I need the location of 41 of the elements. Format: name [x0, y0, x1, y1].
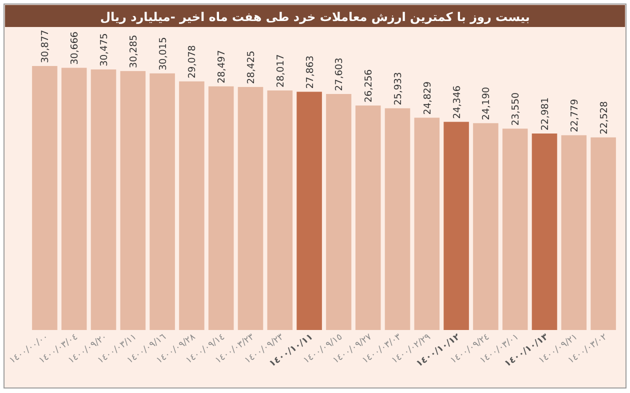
chart-title: بیست روز با کمترین ارزش معاملات خرد طی هفت ماه اخیر -میلیارد ریال	[100, 10, 530, 24]
bar	[150, 73, 175, 330]
bar	[444, 122, 469, 330]
data-label: 30,015	[158, 37, 169, 70]
data-label: 22,981	[540, 97, 551, 131]
bar	[61, 68, 87, 330]
data-label: 27,863	[304, 56, 316, 89]
data-label: 22,528	[598, 101, 610, 134]
bar	[179, 81, 204, 330]
bar	[267, 90, 293, 330]
data-label: 28,497	[216, 50, 228, 84]
bar	[414, 118, 440, 330]
data-label: 28,425	[246, 50, 257, 84]
bar	[90, 69, 116, 330]
bar	[502, 128, 528, 330]
bar	[355, 106, 381, 330]
data-label: 26,256	[364, 69, 375, 103]
bar	[238, 86, 264, 330]
data-label: 24,190	[481, 86, 492, 120]
bar	[590, 137, 616, 330]
bar	[32, 66, 58, 330]
data-label: 23,550	[510, 92, 522, 126]
bar	[296, 92, 322, 330]
bar	[532, 134, 558, 330]
data-label: 30,666	[70, 32, 81, 65]
bar	[208, 86, 234, 330]
data-label: 24,829	[422, 81, 434, 115]
data-label: 27,603	[334, 58, 346, 91]
data-label: 28,017	[275, 54, 286, 88]
bar	[561, 135, 587, 330]
bar	[326, 94, 352, 330]
data-label: 22,779	[569, 98, 580, 132]
data-label: 30,877	[40, 30, 52, 63]
bar	[384, 108, 410, 330]
data-label: 30,285	[128, 34, 140, 68]
data-label: 25,933	[393, 72, 404, 106]
data-label: 29,078	[187, 45, 198, 78]
data-label: 30,475	[99, 33, 110, 66]
bar	[120, 71, 146, 330]
bar	[473, 123, 498, 330]
data-label: 24,346	[452, 86, 463, 119]
